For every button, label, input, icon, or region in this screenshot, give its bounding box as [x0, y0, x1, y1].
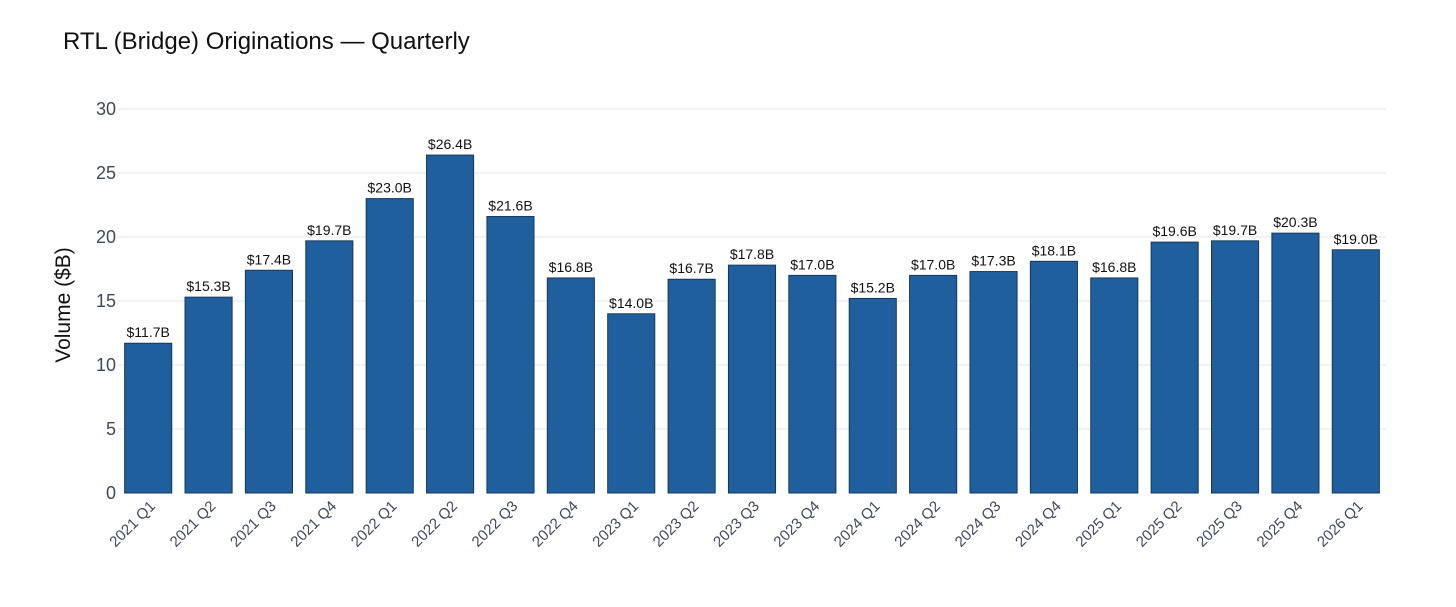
bar [969, 271, 1018, 494]
data-label: $17.8B [730, 246, 774, 262]
x-tick-label: 2022 Q3 [469, 498, 522, 551]
bar [1150, 241, 1199, 494]
x-tick-label: 2021 Q3 [227, 498, 280, 551]
y-tick-label: 5 [106, 419, 116, 439]
y-tick-label: 15 [96, 291, 116, 311]
y-axis: 0 5 10 15 20 25 30 [96, 99, 116, 503]
bar [486, 216, 535, 494]
data-label: $21.6B [488, 198, 532, 214]
x-tick-label: 2021 Q2 [167, 498, 220, 551]
data-label: $17.3B [971, 253, 1015, 269]
data-label: $15.2B [851, 279, 895, 295]
data-label: $26.4B [428, 136, 472, 152]
chart-title: RTL (Bridge) Originations — Quarterly [63, 28, 470, 55]
bar [727, 264, 777, 494]
bar [244, 269, 294, 494]
data-label: $15.3B [186, 278, 230, 294]
data-label: $16.8B [549, 259, 593, 275]
x-tick-label: 2023 Q1 [589, 498, 642, 551]
y-tick-label: 10 [96, 355, 116, 375]
x-tick-label: 2024 Q2 [891, 498, 944, 551]
x-tick-label: 2023 Q3 [710, 498, 763, 551]
data-label: $14.0B [609, 295, 653, 311]
data-label: $19.6B [1152, 223, 1196, 239]
x-tick-label: 2025 Q3 [1193, 498, 1246, 551]
y-tick-label: 25 [96, 163, 116, 183]
bar [1210, 240, 1260, 494]
x-tick-label: 2023 Q4 [770, 498, 823, 551]
x-tick-label: 2023 Q2 [650, 498, 703, 551]
x-tick-label: 2024 Q1 [831, 498, 884, 551]
data-label: $20.3B [1273, 214, 1317, 230]
x-tick-label: 2025 Q1 [1072, 498, 1125, 551]
x-tick-label: 2022 Q2 [408, 498, 461, 551]
bar [909, 274, 958, 494]
x-tick-label: 2021 Q4 [287, 498, 340, 551]
y-tick-label: 30 [96, 99, 116, 119]
bar [365, 198, 414, 494]
bar [1090, 277, 1139, 494]
bar [184, 296, 233, 494]
bar [1029, 260, 1078, 494]
x-tick-label: 2026 Q1 [1314, 498, 1367, 551]
data-label: $19.7B [307, 222, 351, 238]
y-tick-label: 0 [106, 483, 116, 503]
x-tick-label: 2024 Q4 [1012, 498, 1065, 551]
data-label: $19.7B [1213, 222, 1257, 238]
bar [607, 313, 656, 494]
bar [788, 274, 837, 494]
x-tick-label: 2022 Q4 [529, 498, 582, 551]
bar [848, 297, 897, 494]
bar [1271, 232, 1320, 494]
y-axis-label: Volume ($B) [52, 247, 75, 363]
bar [426, 154, 475, 494]
x-tick-label: 2024 Q3 [952, 498, 1005, 551]
data-label: $17.0B [911, 256, 955, 272]
bars [124, 154, 1380, 494]
x-axis: 2021 Q1 2021 Q2 2021 Q3 2021 Q4 2022 Q1 2022 … [106, 498, 1366, 551]
x-tick-label: 2021 Q1 [106, 498, 159, 551]
bar [1331, 249, 1380, 494]
data-label: $17.4B [247, 251, 291, 267]
bar [305, 240, 354, 494]
data-label: $16.7B [669, 260, 713, 276]
x-tick-label: 2025 Q4 [1254, 498, 1307, 551]
data-labels: $11.7B $15.3B $17.4B $19.7B $23.0B $26.4B $21.… [127, 136, 1378, 340]
x-tick-label: 2022 Q1 [348, 498, 401, 551]
bar [667, 278, 716, 494]
data-label: $19.0B [1334, 231, 1378, 247]
x-tick-label: 2025 Q2 [1133, 498, 1186, 551]
bar [546, 277, 595, 494]
data-label: $18.1B [1032, 242, 1076, 258]
bar [124, 342, 173, 494]
y-tick-label: 20 [96, 227, 116, 247]
data-label: $11.7B [127, 324, 170, 340]
data-label: $23.0B [368, 180, 412, 196]
data-label: $17.0B [790, 256, 834, 272]
data-label: $16.8B [1092, 259, 1136, 275]
